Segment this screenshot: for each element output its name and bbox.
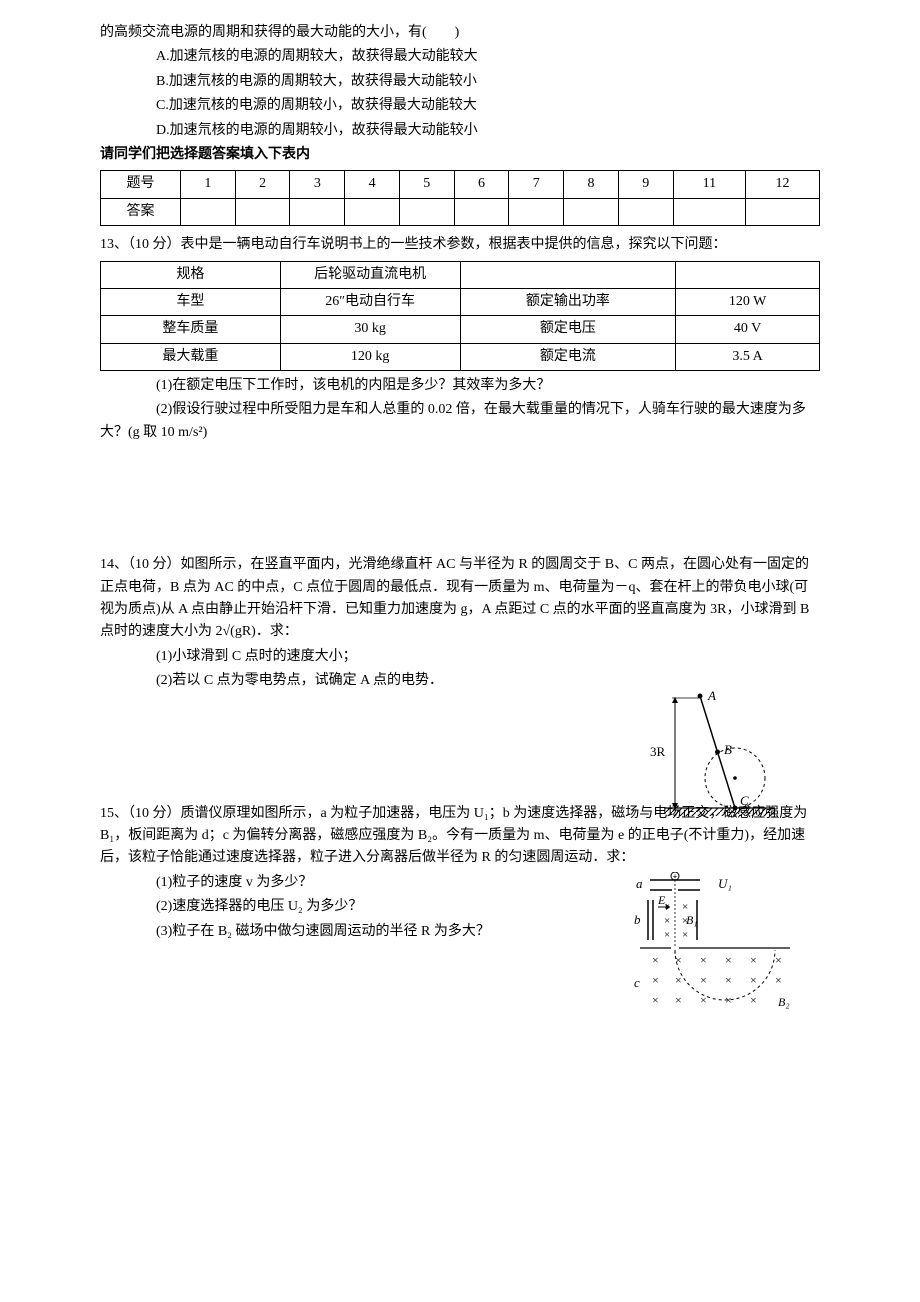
answer-table: 题号 1 2 3 4 5 6 7 8 9 11 12 答案 [100,170,820,226]
q14-stem: 14、（10 分）如图所示，在竖直平面内，光滑绝缘直杆 AC 与半径为 R 的圆… [100,554,820,644]
label-c-region: c [634,975,640,990]
spec-cell: 规格 [101,261,281,288]
option-a: A.加速氘核的电源的周期较大，故获得最大动能较大 [100,46,820,68]
answer-cell[interactable] [746,198,820,225]
svg-text:×: × [700,953,707,967]
spec-cell: 额定电压 [460,316,676,343]
answer-cell[interactable] [181,198,236,225]
svg-text:×: × [664,901,670,913]
svg-text:×: × [750,973,757,987]
svg-text:×: × [652,953,659,967]
svg-text:×: × [750,953,757,967]
col-num: 5 [399,171,454,198]
answer-cell[interactable] [290,198,345,225]
label-a-region: a [636,876,643,891]
label-b2: B₂ [778,995,790,1009]
label-u1: U₁ [718,876,732,891]
intro-line: 的高频交流电源的周期和获得的最大动能的大小，有( ) [100,22,820,44]
label-a: A [707,688,716,703]
col-num: 12 [746,171,820,198]
spec-cell: 额定电流 [460,343,676,370]
svg-text:×: × [664,915,670,927]
col-num: 2 [235,171,290,198]
table-row: 车型 26″电动自行车 额定输出功率 120 W [101,288,820,315]
q14-sub2: (2)若以 C 点为零电势点，试确定 A 点的电势． [100,670,600,692]
q13-stem: 13、（10 分）表中是一辆电动自行车说明书上的一些技术参数，根据表中提供的信息… [100,234,820,256]
label-b: B [724,742,732,757]
svg-text:×: × [682,929,688,941]
svg-text:×: × [675,953,682,967]
col-num: 11 [673,171,745,198]
table-row: 规格 后轮驱动直流电机 [101,261,820,288]
svg-text:×: × [775,973,782,987]
answer-cell[interactable] [564,198,619,225]
question-14: 14、（10 分）如图所示，在竖直平面内，光滑绝缘直杆 AC 与半径为 R 的圆… [100,554,820,692]
q15-sub2: (2)速度选择器的电压 U₂ 为多少？ [100,896,600,918]
answer-cell[interactable] [345,198,400,225]
answer-cell[interactable] [673,198,745,225]
q15-sub3: (3)粒子在 B₂ 磁场中做匀速圆周运动的半径 R 为多大？ [100,921,600,943]
svg-text:×: × [675,993,682,1007]
question-13: 13、（10 分）表中是一辆电动自行车说明书上的一些技术参数，根据表中提供的信息… [100,234,820,444]
q14-sub1: (1)小球滑到 C 点时的速度大小； [100,646,600,668]
label-b-region: b [634,912,641,927]
col-num: 6 [454,171,509,198]
answer-cell[interactable] [399,198,454,225]
spec-cell: 整车质量 [101,316,281,343]
svg-text:×: × [682,901,688,913]
svg-text:×: × [652,993,659,1007]
col-num: 9 [618,171,673,198]
label-b1: B₁ [686,913,698,927]
label-3r: 3R [650,744,666,759]
answer-cell[interactable] [509,198,564,225]
option-b: B.加速氘核的电源的周期较大，故获得最大动能较小 [100,71,820,93]
col-num: 8 [564,171,619,198]
row-label: 答案 [101,198,181,225]
spec-cell: 40 V [676,316,820,343]
svg-text:×: × [775,953,782,967]
spec-cell: 26″电动自行车 [280,288,460,315]
svg-text:+: + [673,872,678,882]
label-c: C [740,793,749,808]
svg-text:×: × [700,973,707,987]
svg-text:×: × [750,993,757,1007]
q15-figure: + U₁ a E × × × × × × [620,872,810,1030]
spec-cell: 120 W [676,288,820,315]
svg-text:×: × [725,953,732,967]
table-row: 整车质量 30 kg 额定电压 40 V [101,316,820,343]
spec-cell: 额定输出功率 [460,288,676,315]
col-num: 1 [181,171,236,198]
spec-cell: 车型 [101,288,281,315]
spec-cell [676,261,820,288]
q13-sub1: (1)在额定电压下工作时，该电机的内阻是多少？其效率为多大？ [100,375,820,397]
spec-cell [460,261,676,288]
answer-prompt: 请同学们把选择题答案填入下表内 [100,144,820,166]
svg-text:×: × [725,973,732,987]
q13-spec-table: 规格 后轮驱动直流电机 车型 26″电动自行车 额定输出功率 120 W 整车质… [100,261,820,372]
q13-sub2: (2)假设行驶过程中所受阻力是车和人总重的 0.02 倍，在最大载重量的情况下，… [100,399,820,444]
row-label: 题号 [101,171,181,198]
table-row: 最大载重 120 kg 额定电流 3.5 A [101,343,820,370]
option-d: D.加速氘核的电源的周期较小，故获得最大动能较小 [100,120,820,142]
option-c: C.加速氘核的电源的周期较小，故获得最大动能较大 [100,95,820,117]
workspace-blank [100,446,820,546]
answer-table-header-row: 题号 1 2 3 4 5 6 7 8 9 11 12 [101,171,820,198]
col-num: 7 [509,171,564,198]
col-num: 3 [290,171,345,198]
spec-cell: 3.5 A [676,343,820,370]
col-num: 4 [345,171,400,198]
spec-cell: 30 kg [280,316,460,343]
svg-text:×: × [675,973,682,987]
spec-cell: 120 kg [280,343,460,370]
spec-cell: 后轮驱动直流电机 [280,261,460,288]
q15-sub1: (1)粒子的速度 v 为多少？ [100,872,600,894]
svg-text:×: × [664,929,670,941]
answer-table-answer-row: 答案 [101,198,820,225]
answer-cell[interactable] [454,198,509,225]
svg-text:×: × [652,973,659,987]
spec-cell: 最大载重 [101,343,281,370]
q14-figure: A B C 3R [630,686,780,834]
answer-cell[interactable] [618,198,673,225]
answer-cell[interactable] [235,198,290,225]
